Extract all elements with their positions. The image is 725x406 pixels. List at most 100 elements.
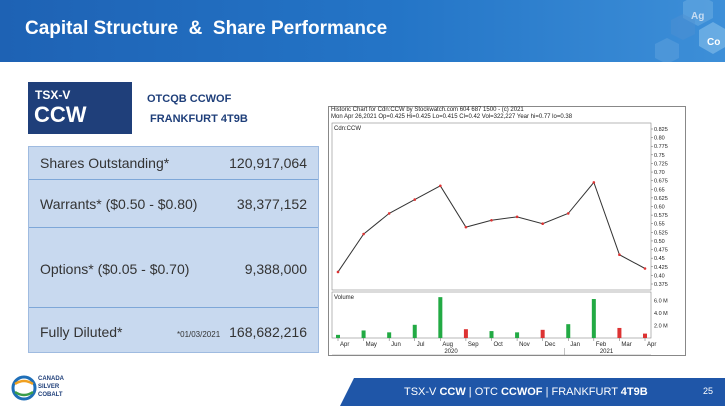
price-tick-label: 0.80 <box>654 136 665 142</box>
frankfurt-ticker: FRANKFURT 4T9B <box>150 113 248 125</box>
price-point <box>464 225 468 229</box>
price-tick-label: 0.425 <box>654 265 668 271</box>
price-point <box>362 232 365 236</box>
price-point <box>387 212 391 215</box>
volume-bar <box>643 333 647 338</box>
volume-bar <box>463 329 468 338</box>
volume-bar <box>566 324 571 338</box>
price-point <box>618 253 621 257</box>
chart-header-line2: Mon Apr 26,2021 Op=0.425 Hi=0.425 Lo=0.4… <box>331 114 573 120</box>
price-tick-label: 0.625 <box>654 196 668 202</box>
month-label: Apr <box>340 342 349 348</box>
price-tick-label: 0.725 <box>654 161 668 167</box>
stat-label: Warrants* ($0.50 - $0.80) <box>40 196 198 212</box>
ticker-exchange: TSX-V <box>35 88 71 102</box>
volume-bar <box>412 324 417 338</box>
month-label: May <box>366 342 377 348</box>
stat-value: 168,682,216 <box>229 324 307 340</box>
capital-structure-table: Shares Outstanding* 120,917,064 Warrants… <box>28 146 319 353</box>
price-tick-label: 0.60 <box>654 205 665 211</box>
year-label: 2021 <box>600 349 614 355</box>
stat-date: *01/03/2021 <box>177 330 221 339</box>
month-label: Mar <box>621 342 631 348</box>
volume-bar <box>489 331 494 338</box>
volume-bar <box>336 334 340 338</box>
table-row: Fully Diluted* *01/03/2021 168,682,216 <box>29 307 318 354</box>
logo-text-2: SILVER <box>38 384 60 390</box>
table-row: Warrants* ($0.50 - $0.80) 38,377,152 <box>29 179 318 227</box>
price-point <box>566 212 570 215</box>
price-tick-label: 0.70 <box>654 170 665 176</box>
price-tick-label: 0.825 <box>654 127 668 133</box>
chart-header-line1: Historic Chart for Cdn:CCW by Stockwatch… <box>331 107 524 113</box>
volume-label: Volume <box>334 295 355 301</box>
volume-bar <box>361 330 366 338</box>
price-series-label: Cdn:CCW <box>334 126 361 132</box>
month-label: Jan <box>570 342 580 348</box>
price-point <box>541 222 544 226</box>
page-number: 25 <box>702 386 713 396</box>
ticker-symbol: CCW <box>34 102 87 127</box>
month-label: Oct <box>494 342 504 348</box>
page-title: Capital Structure & Share Performance <box>25 18 388 39</box>
month-label: Feb <box>596 342 607 348</box>
logo-text-1: CANADA <box>38 376 64 382</box>
stat-value: 38,377,152 <box>236 196 307 212</box>
price-point <box>515 215 519 219</box>
otc-ticker: OTCQB CCWOF <box>147 93 232 105</box>
footer-bar: TSX-V CCW | OTC CCWOF | FRANKFURT 4T9B 2… <box>340 378 725 406</box>
stat-label: Options* ($0.05 - $0.70) <box>40 261 190 277</box>
volume-bar <box>515 332 520 338</box>
price-tick-label: 0.375 <box>654 282 668 288</box>
month-label: Nov <box>519 342 530 348</box>
price-point <box>643 267 647 270</box>
footer-tickers: TSX-V CCW | OTC CCWOF | FRANKFURT 4T9B <box>404 386 648 398</box>
chart-plot: Cdn:CCW Volume 0.825 0.80 0.775 0.75 0.725 0.70… <box>331 122 668 356</box>
year-label: 2020 <box>444 349 458 355</box>
co-badge: Co <box>707 37 720 48</box>
volume-tick-label: 6.0 M <box>654 298 668 304</box>
volume-tick-label: 2.0 M <box>654 323 668 329</box>
price-tick-label: 0.575 <box>654 213 668 219</box>
table-row: Shares Outstanding* 120,917,064 <box>29 147 318 179</box>
volume-bar <box>438 297 443 338</box>
month-label: Jun <box>391 342 401 348</box>
stat-value: 120,917,064 <box>229 155 307 171</box>
price-tick-label: 0.675 <box>654 179 668 185</box>
month-label: Dec <box>545 342 556 348</box>
price-tick-label: 0.45 <box>654 256 665 262</box>
month-label: Apr <box>647 342 656 348</box>
hexagon-decoration-icon: Ag Co <box>655 0 725 62</box>
volume-bar <box>540 329 545 338</box>
company-logo <box>11 375 37 401</box>
price-panel <box>331 122 652 291</box>
ticker-box: TSX-V CCW <box>28 82 132 134</box>
price-tick-label: 0.525 <box>654 230 668 236</box>
stat-value: 9,388,000 <box>244 261 307 277</box>
price-tick-label: 0.75 <box>654 153 665 159</box>
stat-label: Fully Diluted* <box>40 324 123 340</box>
price-tick-label: 0.775 <box>654 144 668 150</box>
price-tick-label: 0.50 <box>654 239 665 245</box>
month-label: Sep <box>468 342 479 348</box>
logo-text-3: COBALT <box>38 392 63 398</box>
volume-bar <box>617 327 622 338</box>
price-point <box>490 218 493 222</box>
ag-badge: Ag <box>691 11 704 22</box>
price-point <box>413 198 417 201</box>
price-point <box>439 184 442 188</box>
volume-bar <box>387 332 392 338</box>
price-tick-label: 0.55 <box>654 222 665 228</box>
month-label: Jul <box>417 342 425 348</box>
header-banner: Capital Structure & Share Performance Ag… <box>0 0 725 62</box>
month-label: Aug <box>442 342 453 348</box>
table-row: Options* ($0.05 - $0.70) 9,388,000 <box>29 227 318 307</box>
price-point <box>592 181 596 184</box>
volume-panel <box>331 291 652 339</box>
price-tick-label: 0.475 <box>654 248 668 254</box>
price-tick-label: 0.40 <box>654 273 665 279</box>
price-point <box>336 270 340 274</box>
price-tick-label: 0.65 <box>654 187 665 193</box>
volume-bar <box>591 299 596 338</box>
stat-label: Shares Outstanding* <box>40 155 170 171</box>
